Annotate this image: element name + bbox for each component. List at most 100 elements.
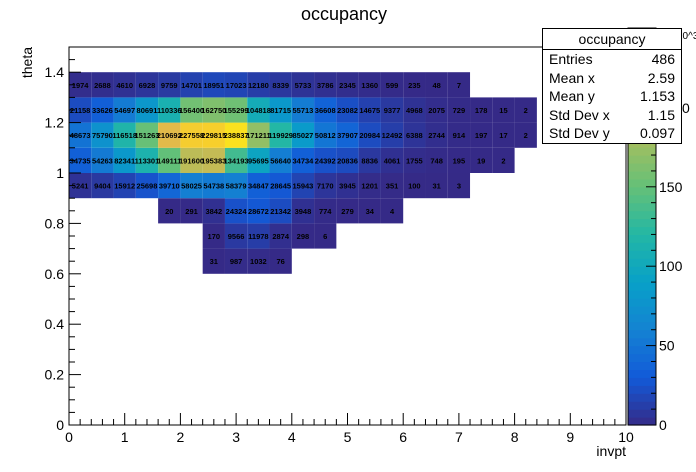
cell-value-label: 9377 bbox=[384, 106, 401, 115]
heatmap-cell bbox=[113, 173, 136, 199]
heatmap-cell bbox=[202, 223, 225, 249]
cell-value-label: 76 bbox=[276, 257, 284, 266]
cell-value-label: 4610 bbox=[116, 81, 133, 90]
cell-value-label: 8339 bbox=[272, 81, 289, 90]
cell-value-label: 291 bbox=[185, 207, 198, 216]
heatmap-cell bbox=[403, 122, 426, 148]
color-scale-band bbox=[628, 409, 656, 418]
y-tick-label: 1.4 bbox=[45, 64, 65, 80]
cell-value-label: 15 bbox=[499, 106, 507, 115]
heatmap-cell bbox=[336, 97, 359, 123]
heatmap-cell bbox=[470, 147, 493, 173]
heatmap-cell bbox=[247, 147, 270, 173]
cell-value-label: 3945 bbox=[339, 182, 356, 191]
heatmap-cell bbox=[425, 72, 448, 98]
heatmap-cell bbox=[224, 223, 248, 249]
cell-value-label: 15943 bbox=[293, 182, 314, 191]
heatmap-cell bbox=[403, 173, 426, 199]
heatmap-cell bbox=[202, 72, 225, 98]
stats-label: Mean y bbox=[549, 88, 595, 104]
heatmap-cell bbox=[425, 97, 448, 123]
color-scale-band bbox=[628, 210, 656, 220]
cell-value-label: 34847 bbox=[248, 182, 269, 191]
cell-value-label: 4968 bbox=[406, 106, 423, 115]
stats-value: 1.15 bbox=[647, 106, 675, 123]
stats-mean-x: Mean x 2.59 bbox=[543, 69, 681, 88]
cell-value-label: 178 bbox=[475, 106, 488, 115]
cell-value-label: 39710 bbox=[159, 182, 180, 191]
cell-value-label: 1755 bbox=[406, 156, 423, 165]
heatmap-cell bbox=[180, 173, 203, 199]
cell-value-label: 31 bbox=[210, 257, 218, 266]
heatmap-cell bbox=[425, 122, 448, 148]
cell-value-label: 4061 bbox=[384, 156, 401, 165]
x-tick-label: 7 bbox=[455, 429, 463, 445]
heatmap-cell bbox=[247, 72, 270, 98]
cell-value-label: 28645 bbox=[270, 182, 291, 191]
cell-value-label: 100 bbox=[408, 182, 421, 191]
cell-value-label: 58379 bbox=[226, 182, 247, 191]
cell-value-label: 987 bbox=[230, 257, 243, 266]
stats-title: occupancy bbox=[543, 29, 681, 50]
color-scale-band bbox=[628, 282, 656, 291]
cell-value-label: 12180 bbox=[248, 81, 269, 90]
color-scale-band bbox=[628, 170, 656, 180]
heatmap-cell bbox=[314, 173, 337, 199]
color-scale-band bbox=[628, 242, 656, 251]
cell-value-label: 48673 bbox=[70, 131, 91, 140]
y-axis: 0 0.2 0.4 0.6 0.8 1 1.2 1.4 bbox=[45, 46, 81, 433]
cell-value-label: 2345 bbox=[339, 81, 356, 90]
heatmap-cell bbox=[247, 223, 270, 249]
heatmap-cell bbox=[224, 97, 248, 123]
heatmap-cell bbox=[358, 173, 381, 199]
stats-std-dev-x: Std Dev x 1.15 bbox=[543, 106, 681, 125]
cell-value-label: 151263 bbox=[134, 131, 159, 140]
y-tick-label: 0.2 bbox=[45, 367, 65, 383]
heatmap-cell bbox=[492, 122, 515, 148]
cell-value-label: 54738 bbox=[203, 182, 224, 191]
cell-value-label: 50812 bbox=[315, 131, 336, 140]
heatmap-cell bbox=[158, 97, 181, 123]
color-scale-band bbox=[628, 250, 656, 259]
color-scale-band bbox=[628, 297, 656, 307]
x-axis: 0 1 2 3 4 5 6 7 8 9 10 bbox=[65, 413, 634, 445]
heatmap-cell bbox=[91, 147, 114, 173]
cell-value-label: 1032 bbox=[250, 257, 267, 266]
color-scale-band bbox=[628, 369, 656, 378]
heatmap-cell bbox=[202, 173, 225, 199]
heatmap-cell bbox=[358, 122, 381, 148]
cell-value-label: 2744 bbox=[428, 131, 446, 140]
color-scale-exponent: 10^3 bbox=[677, 31, 696, 42]
heatmap-cell bbox=[358, 147, 381, 173]
color-scale-partial-label: 0 bbox=[682, 100, 690, 116]
color-scale-band bbox=[628, 186, 656, 196]
cell-value-label: 3948 bbox=[295, 207, 312, 216]
cell-value-label: 7 bbox=[457, 81, 461, 90]
cell-value-label: 9404 bbox=[94, 182, 112, 191]
color-scale-band bbox=[628, 377, 656, 386]
x-tick-label: 4 bbox=[288, 429, 296, 445]
cell-value-label: 351 bbox=[386, 182, 399, 191]
stats-label: Std Dev x bbox=[549, 106, 610, 123]
heatmap-cell bbox=[91, 97, 114, 123]
cell-value-label: 24392 bbox=[315, 156, 336, 165]
heatmap-cell bbox=[470, 97, 493, 123]
heatmap-cell bbox=[269, 122, 292, 148]
heatmap-cell bbox=[291, 147, 315, 173]
heatmap-cell bbox=[135, 173, 159, 199]
cell-value-label: 28672 bbox=[248, 207, 269, 216]
cell-value-label: 9759 bbox=[161, 81, 178, 90]
heatmap-cell bbox=[447, 72, 471, 98]
heatmap-cell bbox=[314, 122, 337, 148]
heatmap-cell bbox=[291, 122, 315, 148]
cell-value-label: 20836 bbox=[337, 156, 358, 165]
stats-std-dev-y: Std Dev y 0.097 bbox=[543, 124, 681, 143]
cell-value-label: 20984 bbox=[359, 131, 381, 140]
heatmap-cell bbox=[91, 122, 114, 148]
heatmap-cell bbox=[224, 72, 248, 98]
cell-value-label: 11978 bbox=[248, 232, 268, 241]
x-tick-label: 8 bbox=[511, 429, 519, 445]
heatmap-cell bbox=[447, 173, 471, 199]
heatmap-cell bbox=[69, 97, 92, 123]
color-scale-band bbox=[628, 258, 656, 267]
